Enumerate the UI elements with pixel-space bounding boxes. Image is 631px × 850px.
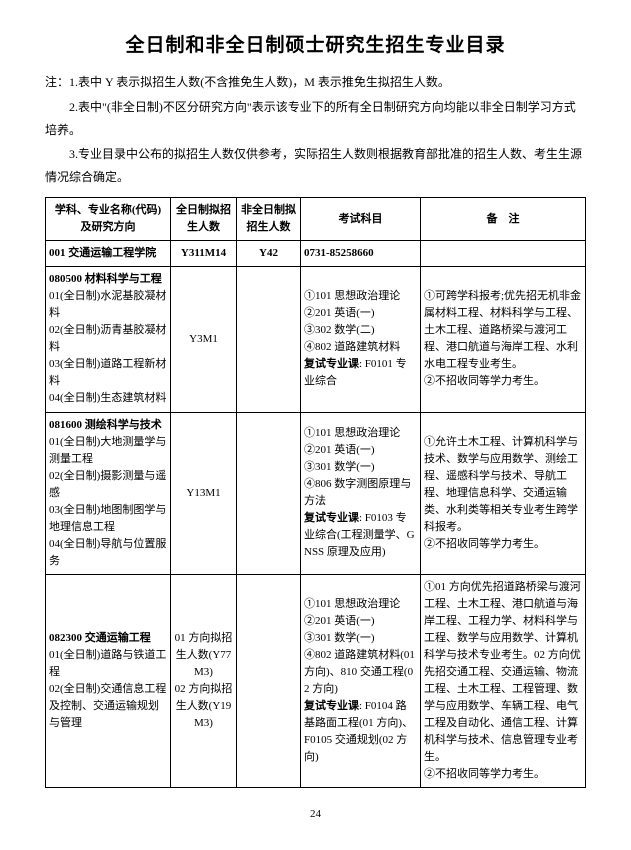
cell-part [237, 412, 301, 574]
cell-remark: ①可跨学科报考;优先招无机非金属材料工程、材料科学与工程、土木工程、道路桥梁与渡… [421, 267, 586, 412]
th-exam: 考试科目 [301, 197, 421, 240]
cell-exam: ①101 思想政治理论②201 英语(一)③302 数学(二)④802 道路建筑… [301, 267, 421, 412]
school-row: 001 交通运输工程学院 Y311M14 Y42 0731-85258660 [46, 241, 586, 267]
cell-full: Y3M1 [171, 267, 237, 412]
cell-full: Y13M1 [171, 412, 237, 574]
school-name: 001 交通运输工程学院 [46, 241, 171, 267]
school-full: Y311M14 [171, 241, 237, 267]
table-row: 082300 交通运输工程01(全日制)道路与铁道工程02(全日制)交通信息工程… [46, 574, 586, 788]
cell-remark: ①允许土木工程、计算机科学与技术、数学与应用数学、测绘工程、遥感科学与技术、导航… [421, 412, 586, 574]
th-full: 全日制拟招生人数 [171, 197, 237, 240]
note-2: 2.表中"(非全日制)不区分研究方向"表示该专业下的所有全日制研究方向均能以非全… [45, 96, 586, 142]
program-table: 学科、专业名称(代码) 及研究方向 全日制拟招生人数 非全日制拟招生人数 考试科… [45, 197, 586, 789]
page-number: 24 [45, 808, 586, 820]
table-row: 081600 测绘科学与技术01(全日制)大地测量学与测量工程02(全日制)摄影… [46, 412, 586, 574]
th-major: 学科、专业名称(代码) 及研究方向 [46, 197, 171, 240]
cell-part [237, 574, 301, 788]
cell-full: 01 方向拟招生人数(Y77M3)02 方向拟招生人数(Y19M3) [171, 574, 237, 788]
page-title: 全日制和非全日制硕士研究生招生专业目录 [45, 30, 586, 57]
cell-major: 080500 材料科学与工程01(全日制)水泥基胶凝材料02(全日制)沥青基胶凝… [46, 267, 171, 412]
cell-exam: ①101 思想政治理论②201 英语(一)③301 数学(一)④806 数字测图… [301, 412, 421, 574]
cell-part [237, 267, 301, 412]
school-remark [421, 241, 586, 267]
note-1: 注：1.表中 Y 表示拟招生人数(不含推免生人数)，M 表示推免生拟招生人数。 [45, 71, 586, 94]
note-3: 3.专业目录中公布的拟招生人数仅供参考，实际招生人数则根据教育部批准的招生人数、… [45, 143, 586, 189]
table-row: 080500 材料科学与工程01(全日制)水泥基胶凝材料02(全日制)沥青基胶凝… [46, 267, 586, 412]
school-phone: 0731-85258660 [301, 241, 421, 267]
school-part: Y42 [237, 241, 301, 267]
cell-exam: ①101 思想政治理论②201 英语(一)③301 数学(一)④802 道路建筑… [301, 574, 421, 788]
cell-remark: ①01 方向优先招道路桥梁与渡河工程、土木工程、港口航道与海岸工程、工程力学、材… [421, 574, 586, 788]
th-part: 非全日制拟招生人数 [237, 197, 301, 240]
cell-major: 081600 测绘科学与技术01(全日制)大地测量学与测量工程02(全日制)摄影… [46, 412, 171, 574]
th-remark: 备 注 [421, 197, 586, 240]
cell-major: 082300 交通运输工程01(全日制)道路与铁道工程02(全日制)交通信息工程… [46, 574, 171, 788]
